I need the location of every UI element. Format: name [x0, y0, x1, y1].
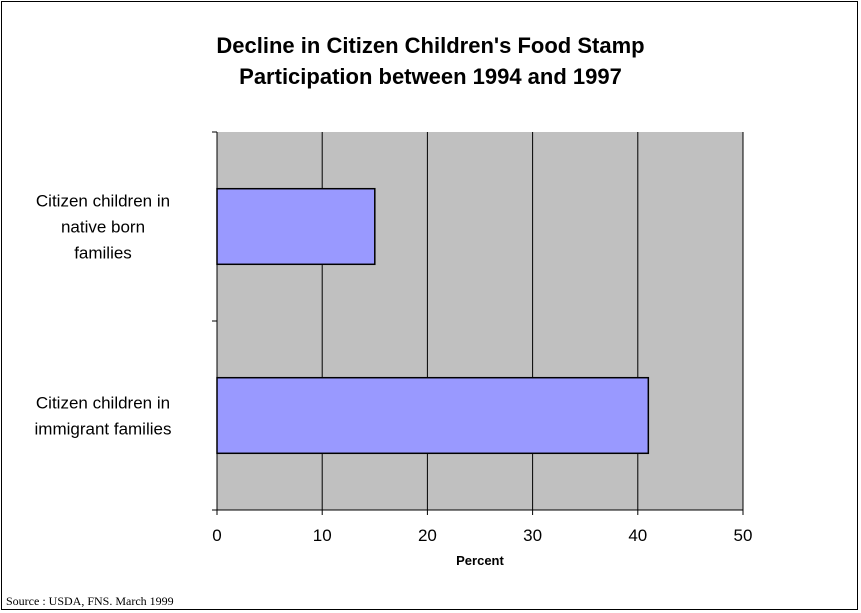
category-label: Citizen children in	[36, 192, 170, 211]
bar	[216, 187, 376, 266]
category-label: families	[74, 244, 132, 263]
bar	[216, 376, 650, 455]
x-tick-label: 40	[628, 526, 647, 545]
x-tick-label: 50	[734, 526, 753, 545]
category-label: Citizen children in	[36, 394, 170, 413]
x-tick-label: 30	[523, 526, 542, 545]
category-label: immigrant families	[35, 420, 172, 439]
source-note: Source : USDA, FNS. March 1999	[6, 594, 174, 608]
category-label: native born	[61, 218, 145, 237]
x-tick-label: 0	[212, 526, 221, 545]
x-tick-label: 20	[418, 526, 437, 545]
x-tick-label: 10	[313, 526, 332, 545]
chart-title-line-1: Decline in Citizen Children's Food Stamp	[216, 33, 645, 58]
x-axis-label: Percent	[456, 553, 504, 568]
chart-title-line-2: Participation between 1994 and 1997	[239, 64, 622, 89]
chart-title: Decline in Citizen Children's Food Stamp…	[0, 30, 861, 92]
